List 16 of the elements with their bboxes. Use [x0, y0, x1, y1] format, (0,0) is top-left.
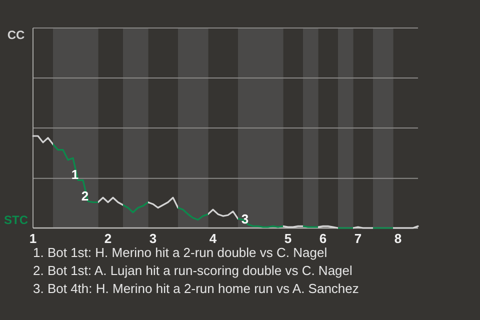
annotation: 2 [81, 188, 89, 204]
text: STC [4, 213, 28, 227]
x-tick-label: 4 [209, 231, 218, 246]
x-tick-label: 1 [29, 231, 37, 246]
annotation: 3 [241, 211, 249, 226]
text: 1. Bot 1st: H. Merino hit a 2-run double vs C. Nagel [33, 245, 328, 260]
x-tick-label: 7 [354, 231, 362, 246]
x-tick-label: 3 [149, 231, 157, 246]
x-tick-label: 2 [104, 231, 112, 246]
annotation: 1 [71, 167, 79, 182]
x-tick-label: 6 [319, 231, 327, 246]
text: CC [7, 28, 25, 42]
text: 2. Bot 1st: A. Lujan hit a run-scoring double vs C. Nagel [33, 263, 353, 278]
text: 3. Bot 4th: H. Merino hit a 2-run home run vs A. Sanchez [33, 281, 359, 296]
x-tick-label: 5 [284, 231, 292, 246]
x-tick-label: 8 [394, 231, 402, 246]
